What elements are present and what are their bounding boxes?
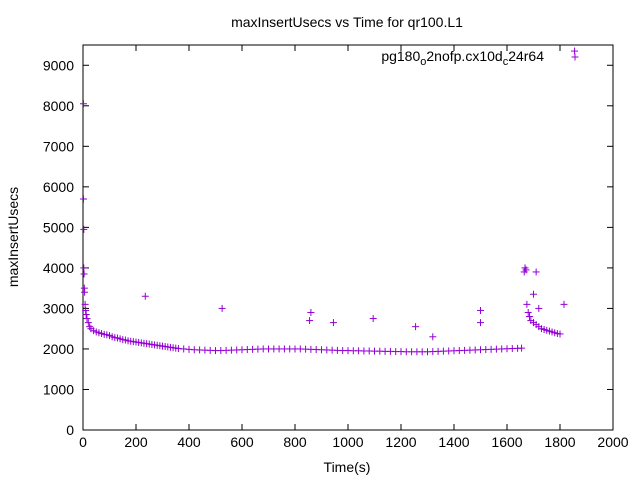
data-point — [429, 333, 437, 341]
y-axis-label: maxInsertUsecs — [5, 187, 21, 287]
data-point — [80, 270, 88, 278]
legend-label: pg180o2nofp.cx10dc24r64 — [381, 48, 544, 68]
data-points — [80, 47, 579, 356]
data-point — [82, 306, 90, 314]
x-tick-label: 800 — [283, 434, 307, 450]
y-tick-label: 9000 — [43, 57, 74, 73]
x-tick-label: 1400 — [438, 434, 469, 450]
y-tick-label: 2000 — [43, 341, 74, 357]
legend-text-part: pg180 — [381, 48, 420, 64]
legend-text-part: 2nofp.cx10d — [426, 48, 502, 64]
data-point — [522, 266, 530, 274]
data-point — [80, 264, 88, 272]
data-point — [81, 288, 89, 296]
y-tick-label: 1000 — [43, 381, 74, 397]
y-tick-label: 5000 — [43, 219, 74, 235]
x-axis-label: Time(s) — [324, 459, 371, 475]
x-tick-label: 1600 — [491, 434, 522, 450]
x-tick-label: 1200 — [385, 434, 416, 450]
data-point — [524, 308, 532, 316]
y-tick-label: 7000 — [43, 138, 74, 154]
plot-frame — [82, 44, 614, 431]
x-tick-label: 2000 — [597, 434, 628, 450]
data-point — [477, 306, 484, 314]
legend: pg180o2nofp.cx10dc24r64 — [381, 48, 579, 68]
data-point — [307, 308, 315, 316]
x-tick-label: 600 — [230, 434, 254, 450]
data-point — [535, 304, 543, 312]
x-tick-label: 200 — [124, 434, 148, 450]
y-tick-label: 3000 — [43, 300, 74, 316]
plot-area: 0 200 400 600 800 1000 1200 1400 1600 1800 2000 0 1… — [43, 44, 629, 450]
y-tick-label: 6000 — [43, 179, 74, 195]
legend-subscript: c — [503, 56, 509, 68]
data-point — [369, 315, 377, 323]
data-point — [560, 300, 568, 308]
data-point — [518, 344, 526, 352]
data-point — [477, 319, 484, 327]
data-point — [306, 317, 314, 325]
data-point — [556, 330, 564, 338]
data-point — [571, 47, 579, 55]
data-point — [530, 290, 537, 298]
legend-text-part: 24r64 — [508, 48, 544, 64]
data-point — [80, 100, 88, 108]
data-point — [80, 195, 88, 203]
legend-marker — [571, 53, 579, 61]
data-point — [80, 225, 88, 233]
data-point — [526, 313, 534, 321]
data-point — [329, 319, 337, 327]
y-tick-label: 0 — [66, 422, 74, 438]
data-point — [82, 311, 90, 318]
chart-title: maxInsertUsecs vs Time for qr100.L1 — [231, 14, 463, 30]
y-tick-label: 8000 — [43, 98, 74, 114]
data-point — [523, 300, 531, 308]
data-point — [83, 315, 91, 323]
x-tick-label: 1800 — [544, 434, 575, 450]
data-point — [412, 323, 420, 331]
data-point — [81, 300, 89, 308]
x-axis: 0 200 400 600 800 1000 1200 1400 1600 1800 2000 — [79, 45, 629, 450]
x-tick-label: 400 — [177, 434, 201, 450]
x-tick-label: 1000 — [332, 434, 363, 450]
y-tick-label: 4000 — [43, 260, 74, 276]
data-point — [218, 304, 226, 312]
legend-subscript: o — [420, 56, 426, 68]
data-point — [532, 268, 540, 276]
y-axis: 0 1000 2000 3000 4000 5000 6000 7000 8000 9000 — [43, 57, 613, 438]
data-point — [84, 319, 92, 327]
x-tick-label: 0 — [79, 434, 87, 450]
data-point — [141, 292, 149, 300]
